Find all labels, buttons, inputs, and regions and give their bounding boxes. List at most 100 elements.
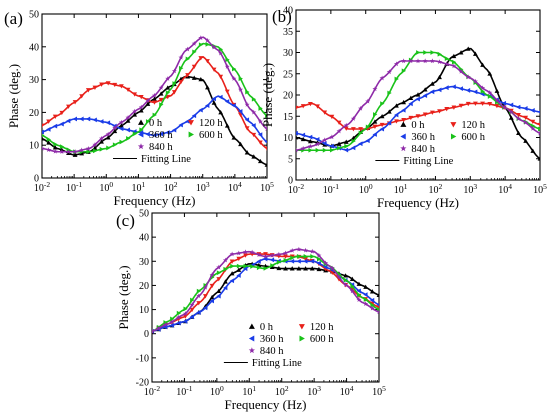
data-point — [105, 120, 111, 126]
data-point — [369, 297, 375, 303]
data-point — [258, 106, 263, 111]
y-axis-label: Phase (deg.) — [6, 64, 21, 128]
x-axis-label: Frequency (Hz) — [377, 195, 459, 210]
data-point — [251, 96, 257, 102]
data-point — [189, 307, 195, 313]
data-point — [310, 254, 315, 259]
y-tick-label: 20 — [283, 91, 293, 102]
data-point — [244, 150, 250, 155]
data-point — [296, 266, 302, 271]
data-point — [53, 141, 58, 147]
data-point — [386, 69, 392, 75]
data-point — [315, 147, 320, 153]
y-tick-label: 25 — [283, 69, 293, 80]
data-point — [363, 301, 369, 307]
data-point — [125, 127, 130, 133]
legend-label: 600 h — [461, 132, 485, 143]
y-tick-label: -10 — [136, 353, 149, 364]
panel-label: (b) — [272, 7, 292, 26]
data-point — [52, 148, 58, 154]
y-tick-label: 35 — [283, 27, 293, 38]
data-point — [444, 56, 450, 61]
data-point — [480, 101, 485, 106]
data-point — [329, 134, 335, 140]
data-point — [172, 81, 177, 86]
data-point — [152, 100, 157, 105]
data-point — [165, 85, 171, 90]
y-tick-label: 50 — [139, 209, 149, 220]
data-point — [386, 120, 392, 126]
data-point — [182, 318, 188, 324]
data-point — [316, 252, 322, 258]
data-point — [358, 105, 364, 111]
data-point — [309, 258, 315, 264]
data-point — [105, 131, 111, 137]
legend-marker — [400, 145, 407, 152]
data-point — [358, 127, 363, 132]
data-point — [343, 282, 349, 287]
data-point — [59, 149, 65, 154]
data-point — [276, 251, 282, 257]
data-point — [401, 107, 406, 113]
data-point — [269, 264, 275, 270]
data-point — [119, 126, 124, 132]
data-point — [473, 101, 478, 106]
data-point — [85, 88, 91, 93]
data-point — [156, 325, 162, 331]
data-point — [169, 319, 175, 325]
data-point — [530, 119, 536, 125]
data-point — [132, 131, 138, 137]
data-point — [358, 130, 363, 136]
data-point — [224, 99, 230, 104]
data-point — [46, 147, 52, 152]
data-point — [303, 258, 308, 264]
x-tick-label: 101 — [242, 384, 256, 398]
data-point — [256, 265, 262, 271]
data-point — [229, 271, 235, 276]
x-tick-label: 104 — [498, 182, 512, 196]
data-point — [138, 104, 144, 110]
data-point — [203, 305, 208, 311]
data-point — [394, 76, 399, 82]
plot-frame — [41, 13, 268, 179]
data-point — [42, 145, 45, 151]
plot-area — [42, 35, 267, 167]
data-point — [224, 89, 230, 94]
data-point — [376, 309, 379, 315]
data-point — [99, 139, 104, 144]
data-point — [303, 266, 308, 271]
data-point — [231, 75, 237, 81]
data-point — [322, 110, 328, 115]
data-point — [132, 112, 138, 117]
data-point — [437, 74, 442, 80]
data-point — [230, 263, 235, 269]
data-point — [269, 252, 275, 258]
data-point — [118, 119, 124, 125]
data-point — [145, 101, 151, 106]
data-point — [257, 118, 263, 124]
data-point — [138, 94, 144, 100]
series-840-h — [42, 35, 267, 154]
data-point — [192, 49, 197, 55]
data-point — [165, 90, 171, 96]
data-point — [416, 50, 421, 55]
legend-label: 0 h — [149, 118, 163, 129]
data-point — [112, 82, 118, 88]
data-point — [380, 101, 385, 107]
data-point — [365, 138, 370, 144]
data-point — [189, 314, 194, 320]
data-point — [223, 279, 228, 284]
data-point — [537, 156, 540, 161]
legend-fit-label: Fitting Line — [252, 358, 302, 369]
panel-label: (c) — [116, 211, 135, 230]
data-point — [46, 137, 52, 142]
legend-label: 840 h — [149, 142, 173, 153]
data-point — [363, 292, 368, 298]
data-point — [257, 158, 263, 164]
data-point — [309, 248, 315, 254]
data-point — [125, 114, 131, 120]
data-point — [256, 259, 261, 264]
data-point — [205, 103, 210, 109]
data-point — [145, 131, 150, 137]
data-point — [245, 89, 250, 95]
